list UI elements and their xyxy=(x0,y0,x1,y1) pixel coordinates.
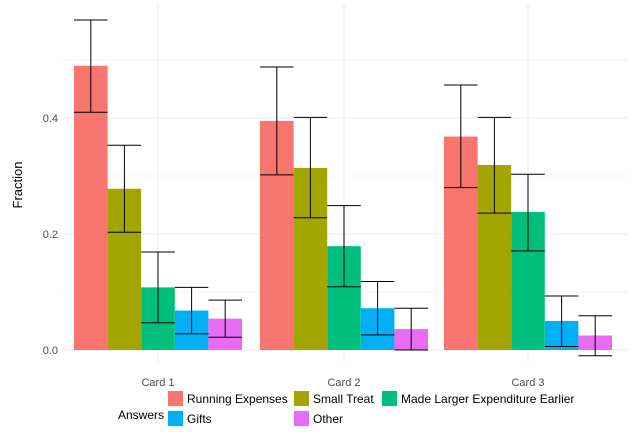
legend-swatch xyxy=(294,391,309,406)
error-bar xyxy=(327,205,361,288)
bar xyxy=(74,65,108,351)
error-bar xyxy=(74,19,108,113)
x-tick-label: Card 3 xyxy=(511,377,544,389)
legend-swatch xyxy=(294,411,309,426)
error-bar xyxy=(477,116,512,214)
error-bar xyxy=(394,307,428,351)
y-axis-title: Fraction xyxy=(10,162,25,209)
legend-label: Other xyxy=(313,412,343,426)
y-axis-ticks: 0.0 0.2 0.4 xyxy=(43,113,58,357)
error-bar xyxy=(444,84,478,189)
legend-swatch xyxy=(168,391,183,406)
error-bars xyxy=(74,19,612,357)
error-bar xyxy=(360,281,395,336)
legend-item: Made Larger Expenditure Earlier xyxy=(382,391,574,406)
legend: Answers Running Expenses Small Treat Made … xyxy=(118,391,574,426)
error-bar xyxy=(107,144,142,233)
y-tick-label: 0.2 xyxy=(43,229,58,241)
legend-title: Answers xyxy=(118,408,164,422)
legend-label: Gifts xyxy=(187,412,212,426)
legend-label: Running Expenses xyxy=(187,392,288,406)
error-bar xyxy=(293,116,328,219)
legend-item: Gifts xyxy=(168,411,212,426)
y-tick-label: 0.4 xyxy=(43,113,58,125)
legend-item: Small Treat xyxy=(294,391,374,406)
x-tick-label: Card 2 xyxy=(327,377,360,389)
error-bar xyxy=(260,66,294,176)
x-tick-label: Card 1 xyxy=(141,377,174,389)
x-axis-ticks: Card 1 Card 2 Card 3 xyxy=(141,377,544,389)
error-bar xyxy=(141,251,175,324)
legend-swatch xyxy=(168,411,183,426)
error-bar xyxy=(544,295,579,348)
error-bar xyxy=(578,315,612,357)
error-bar xyxy=(174,286,209,335)
legend-item: Running Expenses xyxy=(168,391,288,406)
legend-swatch xyxy=(382,391,397,406)
legend-label: Small Treat xyxy=(313,392,374,406)
y-tick-label: 0.0 xyxy=(43,345,58,357)
error-bar xyxy=(511,173,545,252)
error-bar xyxy=(208,299,242,338)
legend-item: Other xyxy=(294,411,343,426)
legend-label: Made Larger Expenditure Earlier xyxy=(401,392,574,406)
